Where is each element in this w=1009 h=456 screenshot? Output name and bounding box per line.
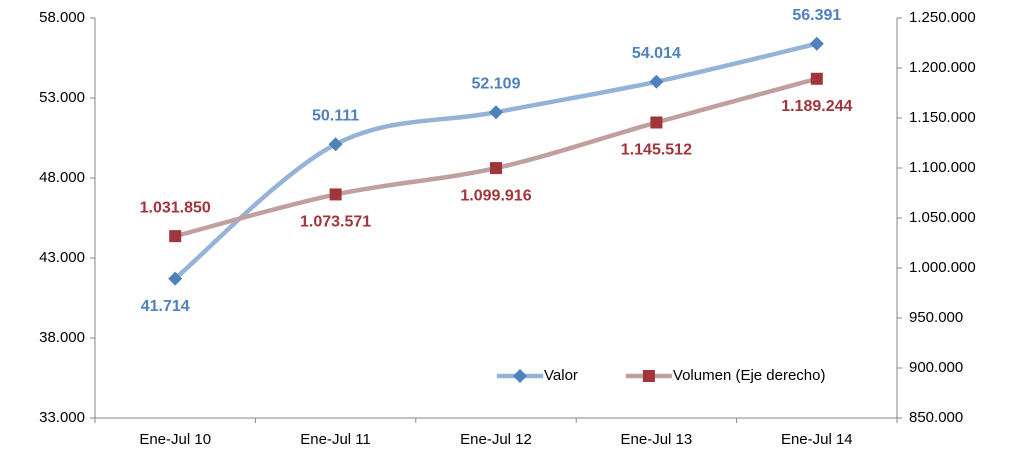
series-marker [490, 162, 502, 175]
series-line [172, 76, 820, 239]
series-marker [650, 116, 663, 129]
x-tick-label: Ene-Jul 10 [139, 431, 211, 448]
legend-marker [513, 369, 527, 383]
legend-label: Valor [544, 367, 578, 384]
series-marker [169, 230, 182, 243]
y-tick-label: 53.000 [39, 89, 85, 106]
value-label: 56.391 [792, 7, 841, 24]
value-label: 52.109 [472, 75, 521, 92]
y2-tick-label: 1.050.000 [909, 209, 976, 226]
y2-tick-label: 1.200.000 [909, 59, 976, 76]
series-marker [329, 188, 342, 201]
legend-marker [642, 370, 655, 382]
value-label: 1.031.850 [140, 199, 211, 216]
y-tick-label: 43.000 [39, 249, 85, 266]
y2-tick-label: 1.150.000 [909, 109, 976, 126]
legend-label: Volumen (Eje derecho) [673, 367, 826, 384]
value-label: 1.189.244 [781, 98, 852, 115]
y-tick-label: 38.000 [39, 329, 85, 346]
y2-tick-label: 950.000 [909, 309, 963, 326]
series-marker [649, 74, 664, 89]
value-label: 1.145.512 [621, 142, 692, 159]
x-tick-label: Ene-Jul 13 [621, 431, 693, 448]
y2-tick-label: 1.250.000 [909, 9, 976, 26]
y2-tick-label: 850.000 [909, 409, 963, 426]
x-tick-label: Ene-Jul 11 [300, 431, 371, 448]
value-label: 54.014 [632, 45, 681, 62]
y2-tick-label: 900.000 [909, 359, 963, 376]
value-label: 1.099.916 [460, 187, 531, 204]
x-tick-label: Ene-Jul 12 [460, 431, 532, 448]
series-marker [810, 72, 823, 85]
value-label: 41.714 [141, 298, 190, 315]
series-marker [809, 36, 824, 51]
series-marker [489, 105, 503, 120]
y-tick-label: 58.000 [39, 9, 85, 26]
y-tick-label: 48.000 [39, 169, 85, 186]
series-marker [168, 271, 183, 286]
value-label: 50.111 [312, 107, 359, 124]
y2-tick-label: 1.000.000 [909, 259, 976, 276]
y2-tick-label: 1.100.000 [909, 159, 976, 176]
x-tick-label: Ene-Jul 14 [781, 431, 853, 448]
y-tick-label: 33.000 [39, 409, 85, 426]
series-marker [328, 137, 343, 152]
value-label: 1.073.571 [300, 214, 371, 231]
